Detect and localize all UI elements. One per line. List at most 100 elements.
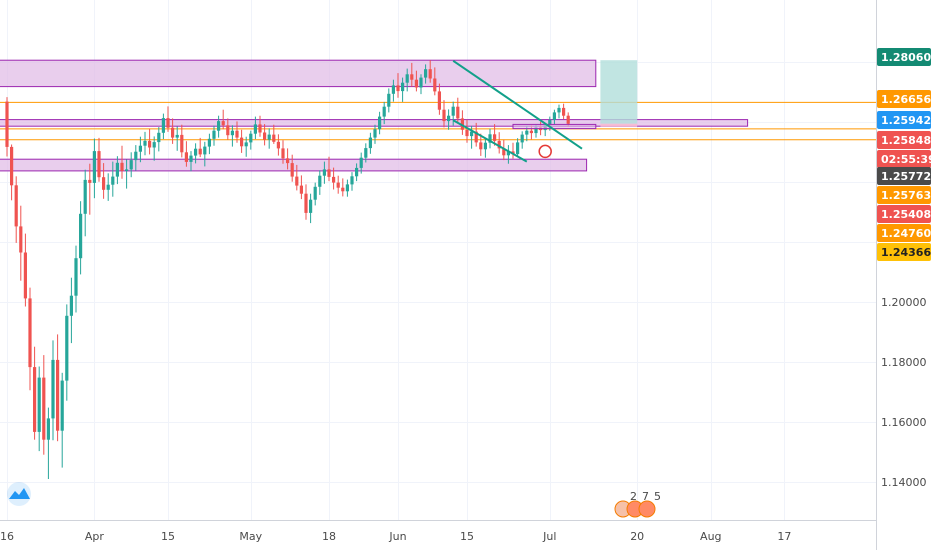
candle-body — [129, 160, 133, 170]
candle-body — [65, 315, 69, 381]
price-tag[interactable]: 02:55:39 — [877, 150, 932, 168]
candle-body — [203, 146, 207, 155]
price-tag[interactable]: 1.28060 — [877, 48, 931, 66]
candle-body — [37, 377, 41, 432]
candle-body — [304, 193, 308, 213]
candle-body — [88, 179, 92, 183]
candle-body — [226, 125, 230, 136]
tradingview-logo[interactable] — [7, 482, 31, 506]
candle-body — [497, 140, 501, 149]
price-tag-bg — [877, 90, 931, 108]
candle-body — [562, 107, 566, 116]
circle-marker[interactable] — [538, 144, 552, 159]
time-tick-label: Apr — [85, 530, 105, 543]
price-tag[interactable]: 1.25408 — [877, 205, 931, 223]
candle-body — [322, 169, 326, 176]
candle-body — [134, 151, 138, 161]
candle-body — [152, 142, 156, 148]
candle-body — [56, 359, 60, 431]
candle-body — [401, 82, 405, 92]
time-axis[interactable]: 16 Apr 15 May 18 Jun 15 Jul 20 Aug 17 — [0, 530, 791, 543]
candle-body — [341, 187, 345, 192]
position-target-area[interactable] — [600, 60, 638, 124]
candle-body — [166, 118, 170, 128]
price-tag[interactable]: 1.24366 — [877, 243, 931, 261]
candle-body — [19, 226, 23, 253]
candle-body — [309, 199, 313, 213]
candle-body — [272, 134, 276, 142]
candle-body — [299, 185, 303, 194]
candle-body — [240, 137, 244, 147]
candle-body — [106, 184, 110, 190]
candle-body — [286, 158, 290, 164]
candle-body — [456, 106, 460, 119]
candle-body — [520, 134, 524, 143]
candle-body — [502, 148, 506, 156]
price-tick-label: 1.16000 — [881, 416, 927, 429]
candle-body — [14, 185, 18, 227]
candle-body — [433, 78, 437, 92]
price-tag-bg — [877, 150, 931, 168]
candle-body — [281, 148, 285, 159]
us-flag-icon[interactable]: 2 — [614, 490, 637, 518]
price-axis[interactable]: 1.14000 1.16000 1.18000 1.20000 1.28060 1.266… — [877, 48, 932, 489]
candle-body — [488, 134, 492, 143]
candle-body — [359, 157, 363, 168]
price-tag-label: 1.24760 — [881, 227, 931, 240]
candle-body — [437, 91, 441, 110]
candle-body — [33, 367, 37, 432]
candle-body — [465, 129, 469, 137]
candle-body — [410, 74, 414, 80]
candle-body — [230, 130, 234, 136]
candle-body — [327, 169, 331, 177]
candle-body — [364, 148, 368, 158]
price-tag[interactable]: 1.24760 — [877, 224, 931, 242]
price-tag-label: 1.25772 — [881, 170, 931, 183]
price-tag-label: 1.25848 — [881, 134, 931, 147]
time-tick-label: 20 — [630, 530, 644, 543]
candle-body — [332, 176, 336, 183]
price-tag[interactable]: 1.25763 — [877, 186, 931, 204]
candle-body — [557, 107, 561, 113]
candle-body — [23, 252, 27, 299]
candle-body — [184, 152, 188, 162]
price-tag[interactable]: 1.25848 — [877, 131, 931, 149]
candle-body — [120, 162, 124, 171]
candle-body — [143, 140, 147, 146]
candle-body — [189, 155, 193, 162]
candle-body — [483, 142, 487, 150]
candle-body — [102, 177, 106, 190]
channel-trendline[interactable] — [452, 59, 583, 150]
candle-body — [161, 118, 165, 133]
channel-trendline[interactable] — [452, 119, 528, 163]
candles — [5, 60, 570, 479]
tradingview-cloud-icon — [7, 482, 31, 506]
price-tag[interactable]: 1.25942 — [877, 111, 931, 129]
candle-body — [267, 134, 271, 140]
candle-body — [207, 138, 211, 147]
candle-body — [313, 186, 317, 200]
candle-body — [424, 69, 428, 78]
candle-body — [42, 377, 46, 440]
price-tag[interactable]: 1.25772 — [877, 167, 931, 185]
candle-body — [382, 106, 386, 117]
candle-body — [479, 142, 483, 150]
calendar-icon[interactable]: 5 — [638, 490, 661, 518]
candle-body — [253, 124, 257, 134]
event-count-label: 2 — [630, 490, 637, 503]
candle-body — [175, 134, 179, 138]
position-stop-area[interactable] — [600, 123, 638, 127]
price-tag-bg — [877, 131, 931, 149]
breakout-box[interactable] — [512, 123, 597, 130]
candle-body — [258, 124, 262, 133]
candle-body — [212, 130, 216, 139]
resistance-zone — [0, 59, 597, 88]
price-tag[interactable]: 1.26656 — [877, 90, 931, 108]
candle-body — [28, 298, 32, 368]
price-tag-bg — [877, 205, 931, 223]
candle-body — [194, 148, 198, 156]
candle-body — [345, 184, 349, 192]
